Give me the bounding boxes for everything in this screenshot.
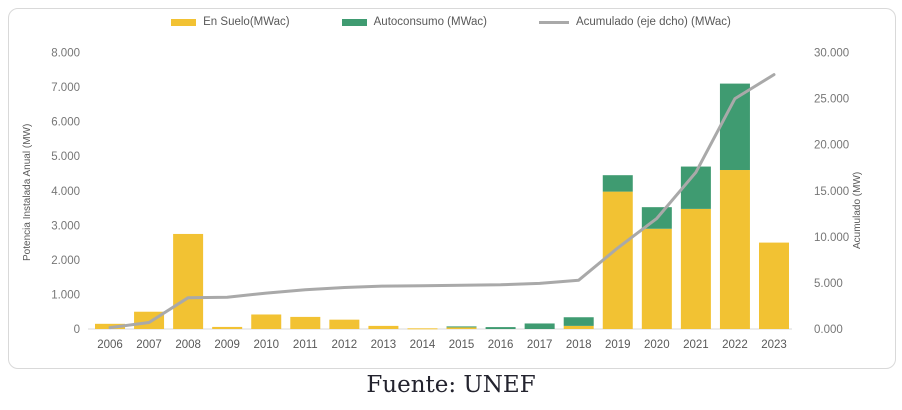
bar-en-suelo [680,208,711,329]
bar-autoconsumo [524,323,555,329]
y-axis-left-tick-label: 5.000 [51,151,80,163]
bar-en-suelo [251,314,282,329]
y-axis-left-tick-label: 7.000 [51,82,80,94]
y-axis-left-tick-label: 3.000 [51,220,80,232]
y-axis-right-tick-label: 20.000 [814,140,849,152]
bar-en-suelo [759,242,789,329]
y-axis-left-tick-label: 2.000 [51,255,80,267]
legend-item-acumulado: Acumulado (eje dcho) (MWac) [538,16,731,28]
bar-autoconsumo [446,326,477,328]
legend-label-acumulado: Acumulado (eje dcho) (MWac) [575,16,731,28]
x-axis-year-label: 2018 [566,339,592,351]
x-axis-year-label: 2010 [253,339,279,351]
chart-legend: En Suelo(MWac) Autoconsumo (MWac) Acumul… [0,16,902,28]
x-axis-year-label: 2014 [410,339,436,351]
x-axis-year-label: 2006 [97,339,123,351]
bar-en-suelo [173,233,204,329]
x-axis-year-label: 2021 [683,339,709,351]
bar-en-suelo [290,316,321,329]
x-axis-year-label: 2017 [527,339,553,351]
y-axis-right-tick-label: 15.000 [814,186,849,198]
bar-en-suelo [719,170,750,329]
bar-en-suelo [602,191,633,329]
x-axis-year-label: 2023 [761,339,787,351]
bar-en-suelo [407,328,438,330]
bar-autoconsumo [719,83,750,171]
bar-en-suelo [212,326,243,329]
bar-en-suelo [368,325,399,329]
autoconsumo-swatch-icon [341,18,367,26]
x-axis-year-label: 2009 [214,339,240,351]
y-axis-left-tick-label: 6.000 [51,117,80,129]
bar-autoconsumo [602,175,633,192]
y-axis-left-tick-label: 1.000 [51,289,80,301]
bar-en-suelo [446,327,477,329]
legend-item-en-suelo: En Suelo(MWac) [171,16,290,28]
y-axis-right-tick-label: 25.000 [814,94,849,106]
x-axis-year-label: 2019 [605,339,631,351]
y-axis-left-tick-label: 4.000 [51,186,80,198]
x-axis-year-label: 2012 [332,339,358,351]
legend-label-autoconsumo: Autoconsumo (MWac) [373,16,487,28]
y-axis-left-tick-label: 8.000 [51,48,80,60]
y-axis-right-tick-label: 10.000 [814,232,849,244]
x-axis-year-label: 2016 [488,339,514,351]
x-axis-year-label: 2008 [175,339,201,351]
bar-autoconsumo [563,317,594,326]
x-axis-year-label: 2020 [644,339,670,351]
bar-autoconsumo [485,327,516,329]
bar-en-suelo [563,325,594,329]
source-caption: Fuente: UNEF [366,372,536,398]
y-axis-left-tick-label: 0 [74,324,80,336]
en-suelo-swatch-icon [171,18,197,26]
acumulado-line-swatch-icon [538,20,569,24]
x-axis-year-label: 2015 [449,339,475,351]
legend-label-en-suelo: En Suelo(MWac) [203,16,290,28]
x-axis-year-label: 2011 [293,339,318,351]
legend-item-autoconsumo: Autoconsumo (MWac) [341,16,487,28]
x-axis-year-label: 2013 [371,339,397,351]
x-axis-year-label: 2007 [136,339,162,351]
acumulado-line [108,73,776,330]
bar-en-suelo [329,319,360,329]
y-axis-right-tick-label: 5.000 [814,278,843,290]
x-axis-year-label: 2022 [722,339,748,351]
y-axis-right-tick-label: 30.000 [814,48,849,60]
bar-en-suelo [641,228,672,329]
y-axis-right-tick-label: 0.000 [814,324,843,336]
